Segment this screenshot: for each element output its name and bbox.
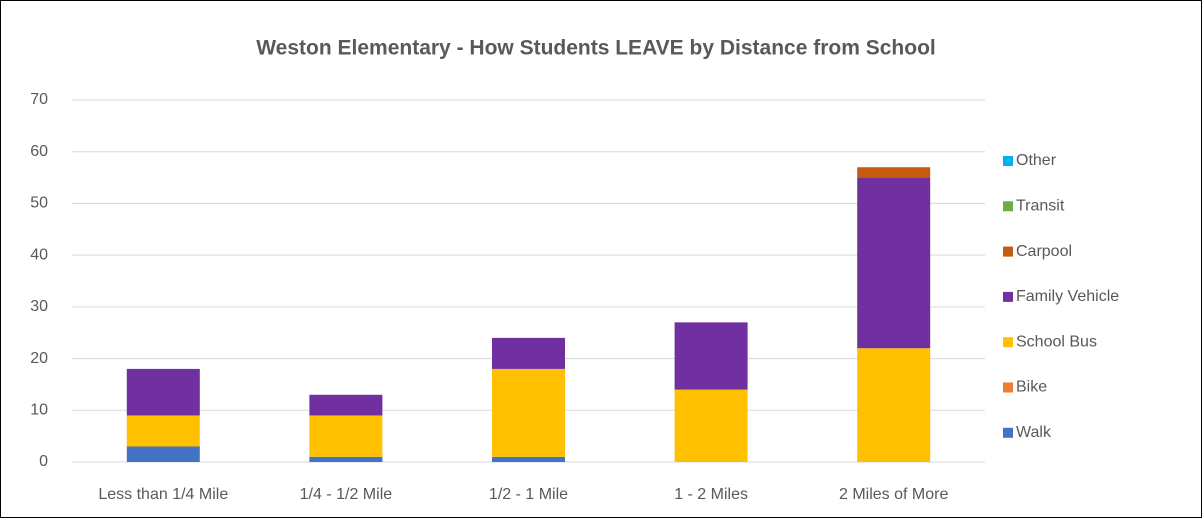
y-tick-label: 40 xyxy=(30,246,48,263)
legend-swatch xyxy=(1003,382,1013,393)
x-tick-label: 1 - 2 Miles xyxy=(674,486,748,503)
legend-label: Family Vehicle xyxy=(1016,288,1119,305)
y-tick-label: 20 xyxy=(30,350,48,367)
legend-label: School Bus xyxy=(1016,333,1097,350)
legend-swatch xyxy=(1003,246,1013,257)
x-tick-label: 1/4 - 1/2 Mile xyxy=(300,486,393,503)
y-tick-label: 0 xyxy=(39,453,48,470)
bar-segment xyxy=(857,348,931,462)
x-tick-label: Less than 1/4 Mile xyxy=(98,486,228,503)
bar-segment xyxy=(126,368,200,416)
y-tick-label: 10 xyxy=(30,402,48,419)
legend-label: Bike xyxy=(1016,379,1047,396)
bar-segment xyxy=(309,456,383,462)
bar-segment xyxy=(492,456,565,462)
bar-segment xyxy=(309,394,383,416)
bar-segment xyxy=(492,337,565,369)
y-tick-label: 30 xyxy=(30,298,48,315)
legend-label: Transit xyxy=(1016,198,1065,215)
bar-segment xyxy=(309,415,383,457)
bar-segment xyxy=(126,415,200,447)
y-tick-label: 70 xyxy=(30,91,48,108)
legend-label: Walk xyxy=(1016,424,1052,441)
bar-segment xyxy=(857,167,931,178)
bar-segment xyxy=(674,389,748,462)
chart-title: Weston Elementary - How Students LEAVE b… xyxy=(256,37,936,60)
bar-segment xyxy=(857,177,931,349)
x-tick-label: 1/2 - 1 Mile xyxy=(489,486,568,503)
legend-swatch xyxy=(1003,291,1013,302)
legend-swatch xyxy=(1003,201,1013,212)
y-tick-label: 60 xyxy=(30,143,48,160)
bar-segment xyxy=(492,368,565,457)
legend-swatch xyxy=(1003,156,1013,166)
legend-swatch xyxy=(1003,337,1013,348)
legend-label: Other xyxy=(1016,152,1057,169)
bar-segment xyxy=(126,446,200,462)
y-tick-label: 50 xyxy=(30,195,48,212)
bar-segment xyxy=(674,322,748,390)
x-tick-label: 2 Miles of More xyxy=(839,486,948,503)
legend-swatch xyxy=(1003,427,1013,438)
legend-label: Carpool xyxy=(1016,243,1072,260)
